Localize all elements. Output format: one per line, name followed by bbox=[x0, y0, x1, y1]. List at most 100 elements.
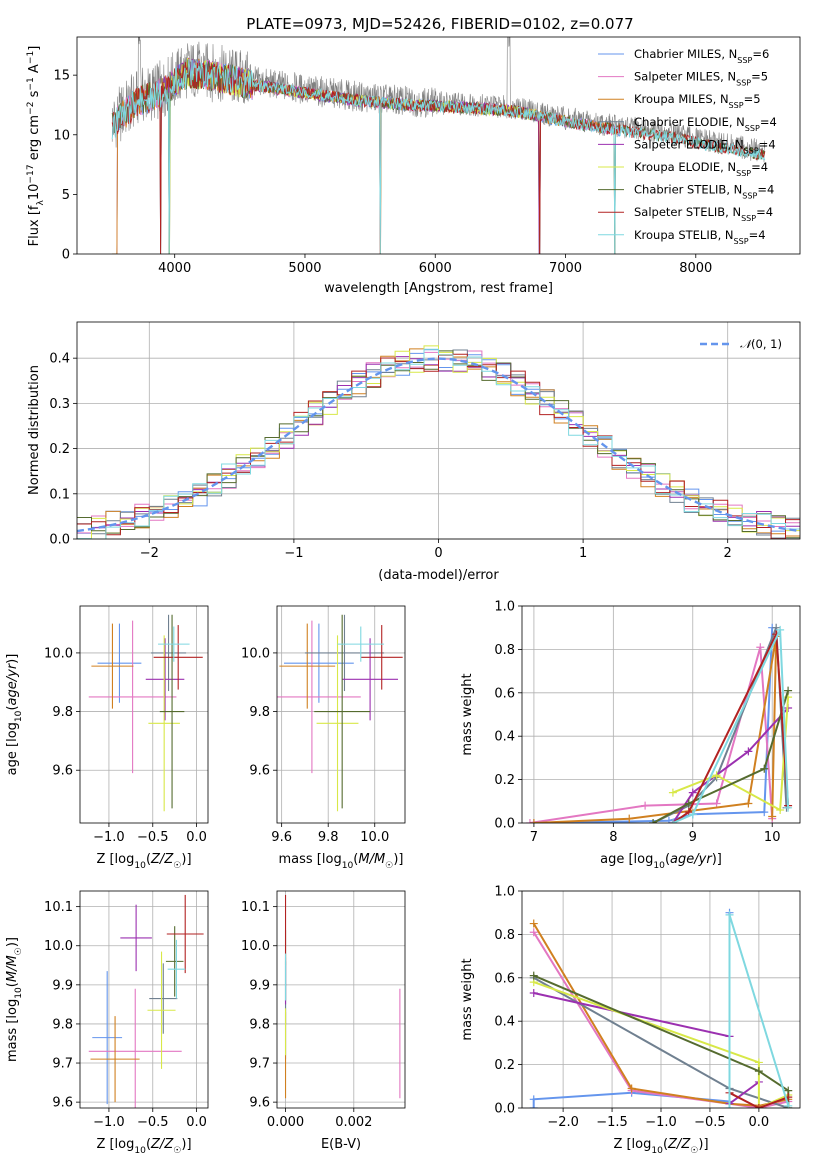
mass-weight-marker bbox=[754, 1104, 763, 1108]
plot-area bbox=[111, 37, 766, 254]
x-tick-label: −1.0 bbox=[645, 1115, 677, 1130]
y-tick-label: 9.8 bbox=[249, 1017, 270, 1032]
x-axis-label: (data-model)/error bbox=[378, 568, 499, 583]
x-tick-label: −0.5 bbox=[137, 1115, 169, 1130]
x-tick-label: −0.5 bbox=[137, 830, 169, 845]
axes-frame bbox=[521, 890, 801, 1109]
plot-area bbox=[525, 623, 793, 823]
y-tick-label: 0.3 bbox=[49, 397, 70, 412]
age-vs-mass-panel: 9.6 9.8 10.0 9.6 9.8 10.0 mass [log10(M/M☉)] bbox=[241, 605, 406, 871]
x-axis-label: age [log10(age/yr)] bbox=[600, 852, 722, 871]
legend-label: Chabrier MILES, NSSP=6 bbox=[634, 47, 769, 65]
y-tick-label: 0.6 bbox=[494, 971, 515, 986]
mass-weight-marker bbox=[529, 1095, 538, 1104]
x-tick-label: 0 bbox=[434, 546, 442, 561]
x-axis-label: Z [log10(Z/Z☉)] bbox=[96, 1137, 191, 1156]
mass-vs-EBV-panel: 0.000 0.002 9.6 9.7 9.8 9.9 10.0 10.1 E(B-V) bbox=[241, 890, 406, 1152]
plot-area bbox=[88, 894, 204, 1108]
y-tick-label: 10.0 bbox=[241, 939, 270, 954]
mass-weight-marker bbox=[768, 812, 777, 821]
y-tick-label: 15 bbox=[53, 69, 70, 84]
y-tick-label: 0.4 bbox=[494, 1015, 515, 1030]
y-tick-label: 9.9 bbox=[52, 978, 73, 993]
x-tick-label: −1.0 bbox=[93, 1115, 125, 1130]
y-tick-label: 9.9 bbox=[249, 978, 270, 993]
axes-frame bbox=[76, 36, 801, 255]
mass-weight-marker bbox=[760, 808, 769, 817]
y-tick-label: 9.6 bbox=[249, 1096, 270, 1111]
x-tick-label: 0.000 bbox=[267, 1115, 304, 1130]
plot-area bbox=[284, 894, 401, 1099]
mass-weight-marker bbox=[754, 1058, 763, 1067]
x-tick-label: 7 bbox=[530, 830, 538, 845]
mass-weight-marker bbox=[525, 819, 534, 823]
y-tick-label: 9.6 bbox=[52, 1096, 73, 1111]
x-tick-label: 8000 bbox=[679, 261, 712, 276]
legend-label: Kroupa MILES, NSSP=5 bbox=[634, 92, 761, 110]
mass-weight-marker bbox=[784, 803, 793, 812]
mass-weight-marker bbox=[725, 1104, 734, 1108]
mass-weight-marker bbox=[712, 799, 721, 808]
x-tick-label: 0.0 bbox=[749, 1115, 770, 1130]
x-tick-label: 9 bbox=[689, 830, 697, 845]
mass-weight-marker bbox=[744, 747, 753, 756]
mass-weight-vs-age-panel: 7 8 9 10 0.0 0.2 0.4 0.6 0.8 1.0 age [log10(age/yr… bbox=[460, 600, 801, 871]
mass-weight-marker bbox=[688, 810, 697, 819]
x-axis-label: Z [log10(Z/Z☉)] bbox=[96, 852, 191, 871]
mass-weight-marker bbox=[784, 686, 793, 695]
mass-weight-marker bbox=[776, 625, 785, 634]
x-tick-label: 6000 bbox=[419, 261, 452, 276]
axes-frame bbox=[76, 321, 801, 540]
mass-vs-Z-panel: −1.0 −0.5 0.0 9.6 9.7 9.8 9.9 10.0 10.1 Z [log10(… bbox=[5, 890, 209, 1156]
y-tick-label: 0.2 bbox=[494, 773, 515, 788]
mass-weight-marker bbox=[649, 819, 658, 823]
mass-weight-line bbox=[529, 646, 774, 823]
y-tick-label: 0.8 bbox=[494, 643, 515, 658]
mass-weight-marker bbox=[641, 801, 650, 810]
x-tick-label: 2 bbox=[724, 546, 732, 561]
x-tick-label: 0.0 bbox=[186, 830, 207, 845]
axes-frame bbox=[276, 890, 406, 1109]
mass-weight-marker bbox=[625, 814, 634, 823]
plot-area bbox=[77, 345, 800, 539]
mass-weight-marker bbox=[760, 764, 769, 773]
histogram-step-line bbox=[77, 353, 800, 539]
y-tick-label: 9.8 bbox=[52, 705, 73, 720]
x-tick-label: 0.0 bbox=[186, 1115, 207, 1130]
y-tick-label: 9.8 bbox=[249, 705, 270, 720]
mass-weight-marker bbox=[725, 910, 734, 919]
y-tick-label: 5 bbox=[62, 188, 70, 203]
x-tick-label: 7000 bbox=[549, 261, 582, 276]
mass-weight-line bbox=[672, 629, 790, 823]
mass-weight-marker bbox=[712, 771, 721, 780]
y-tick-label: 0.2 bbox=[49, 442, 70, 457]
x-tick-label: −1 bbox=[284, 546, 303, 561]
x-axis-label: wavelength [Angstrom, rest frame] bbox=[324, 281, 553, 296]
residual-panel: −2 −1 0 1 2 0.0 0.1 0.2 0.3 0.4 (data-model)/error… bbox=[27, 321, 801, 583]
y-tick-label: 0.1 bbox=[49, 487, 70, 502]
legend-label: 𝒩(0, 1) bbox=[740, 337, 782, 351]
mass-weight-marker bbox=[668, 788, 677, 797]
y-tick-label: 9.7 bbox=[52, 1057, 73, 1072]
x-tick-label: 10.0 bbox=[360, 830, 389, 845]
y-tick-label: 0.0 bbox=[494, 1102, 515, 1117]
y-tick-label: 9.6 bbox=[249, 764, 270, 779]
mass-weight-line bbox=[652, 690, 790, 823]
y-tick-label: 10.1 bbox=[44, 900, 73, 915]
x-tick-label: 4000 bbox=[158, 261, 191, 276]
x-axis-label: mass [log10(M/M☉)] bbox=[279, 852, 404, 871]
x-axis-label: E(B-V) bbox=[321, 1137, 361, 1152]
figure-title: PLATE=0973, MJD=52426, FIBERID=0102, z=0… bbox=[246, 15, 633, 33]
mass-weight-marker bbox=[754, 1067, 763, 1076]
mass-weight-marker bbox=[627, 1084, 636, 1093]
gaussian-reference-line bbox=[77, 357, 800, 533]
plot-area bbox=[88, 614, 203, 812]
y-tick-label: 0.8 bbox=[494, 928, 515, 943]
y-tick-label: 10 bbox=[53, 128, 70, 143]
y-axis-label: mass weight bbox=[460, 673, 475, 755]
mass-weight-marker bbox=[529, 1104, 538, 1108]
y-axis-label: mass weight bbox=[460, 958, 475, 1040]
mass-weight-marker bbox=[529, 988, 538, 997]
axes-frame bbox=[521, 605, 801, 824]
